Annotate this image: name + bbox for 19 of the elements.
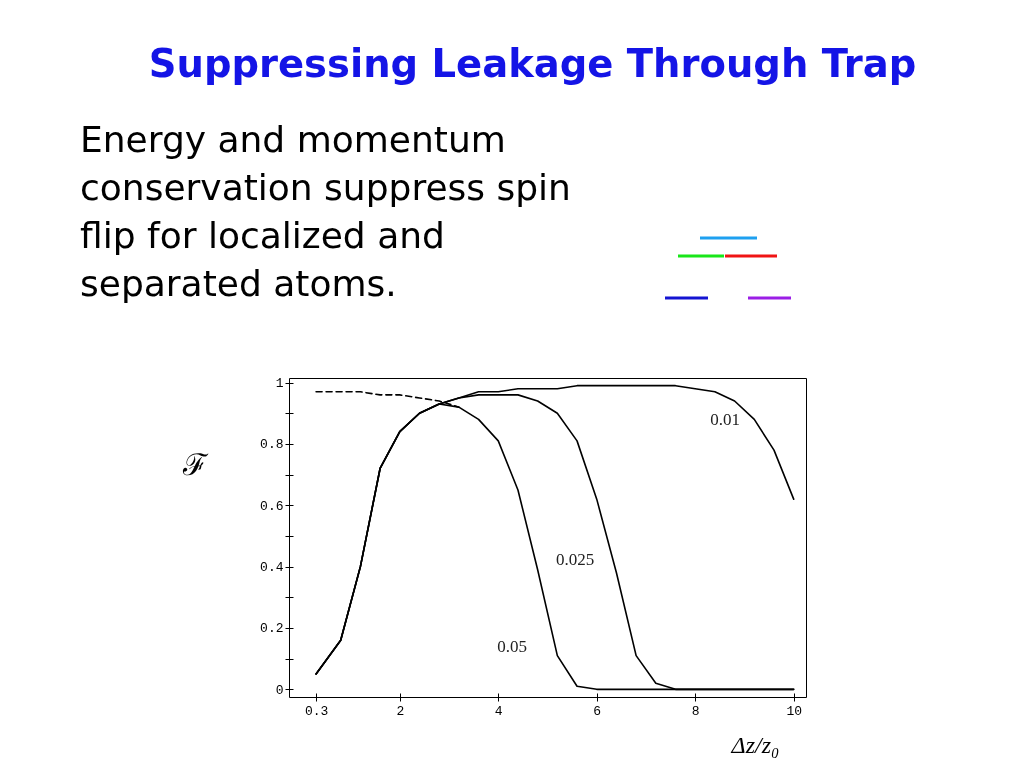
y-axis-title: ℱ — [182, 446, 209, 482]
y-tick-label: 0.2 — [260, 621, 284, 637]
text: Energy and momentum conservation suppress spin flip for localized and separated atoms. — [80, 119, 571, 304]
x-tick-label: 6 — [593, 703, 602, 719]
chart-title: Suppressing Leakage Through Trap — [148, 40, 917, 86]
x-tick-label: 2 — [396, 703, 405, 719]
y-tick-label: 0.8 — [260, 437, 284, 453]
y-tick-label: 0 — [275, 682, 284, 698]
x-tick-label: 10 — [786, 703, 802, 719]
x-tick-label: 0.3 — [304, 703, 329, 719]
y-tick-label: 1 — [275, 376, 284, 392]
x-axis-title: Δz/z₀ — [730, 731, 780, 758]
series-label: 0.025 — [555, 550, 595, 569]
series-label: 0.01 — [710, 410, 740, 429]
x-tick-label: 4 — [494, 703, 503, 719]
y-tick-label: 0.4 — [260, 560, 284, 576]
series-label: 0.05 — [497, 637, 527, 656]
y-tick-label: 0.6 — [260, 498, 284, 514]
x-tick-label: 8 — [691, 703, 700, 719]
